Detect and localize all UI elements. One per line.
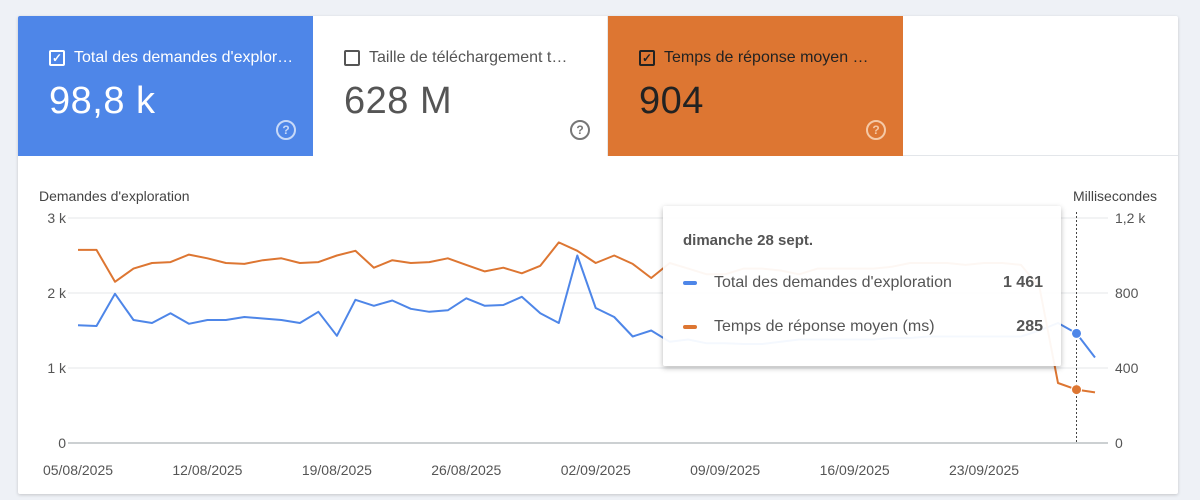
y-left-tick-label: 1 k	[47, 360, 67, 376]
x-tick-label: 09/09/2025	[690, 462, 760, 478]
x-tick-label: 19/08/2025	[302, 462, 372, 478]
metric-cards: ✓ Total des demandes d'explor… 98,8 k ? …	[18, 16, 1178, 156]
series-swatch	[683, 325, 697, 329]
metric-header[interactable]: ✓ Temps de réponse moyen …	[639, 49, 869, 67]
y-right-tick-label: 1,2 k	[1115, 210, 1146, 226]
tooltip-value: 285	[1016, 318, 1043, 335]
metric-value: 628 M	[344, 80, 453, 122]
checkbox-unchecked-icon[interactable]	[344, 50, 360, 66]
chart-area: Demandes d'exploration Millisecondes 0 1 …	[18, 156, 1178, 494]
tooltip-label: Total des demandes d'exploration	[714, 274, 952, 291]
metric-value: 98,8 k	[49, 80, 156, 122]
y-right-tick-label: 0	[1115, 435, 1123, 451]
series-swatch	[683, 281, 697, 285]
metric-header[interactable]: ✓ Total des demandes d'explor…	[49, 49, 293, 67]
metric-response-time[interactable]: ✓ Temps de réponse moyen … 904 ?	[608, 16, 903, 156]
y-right-tick-label: 800	[1115, 285, 1139, 301]
chart-tooltip: dimanche 28 sept. Total des demandes d'e…	[663, 206, 1061, 366]
x-tick-label: 23/09/2025	[949, 462, 1019, 478]
tooltip-value: 1 461	[1002, 274, 1043, 291]
metric-label: Temps de réponse moyen …	[664, 49, 869, 66]
help-icon[interactable]: ?	[866, 120, 886, 140]
highlight-point-0	[1071, 327, 1083, 339]
tooltip-row-response-time: Temps de réponse moyen (ms) 285	[683, 318, 1043, 336]
highlight-point-1	[1071, 384, 1083, 396]
y-left-tick-label: 2 k	[47, 285, 67, 301]
x-tick-label: 12/08/2025	[172, 462, 242, 478]
x-tick-label: 05/08/2025	[43, 462, 113, 478]
y-right-tick-label: 400	[1115, 360, 1139, 376]
metric-header[interactable]: Taille de téléchargement t…	[344, 49, 567, 67]
tooltip-row-requests: Total des demandes d'exploration 1 461	[683, 274, 1043, 292]
tooltip-date: dimanche 28 sept.	[683, 232, 814, 249]
checkbox-checked-icon[interactable]: ✓	[49, 50, 65, 66]
y-axis-left-title: Demandes d'exploration	[39, 188, 190, 204]
y-axis-right-title: Millisecondes	[1072, 188, 1157, 204]
metric-label: Taille de téléchargement t…	[369, 49, 568, 66]
y-left-tick-label: 3 k	[47, 210, 67, 226]
metric-total-requests[interactable]: ✓ Total des demandes d'explor… 98,8 k ?	[18, 16, 313, 156]
line-chart[interactable]: 0 1 k 2 k 3 k 0 400 800 1,2 k 05/08/2025 12/08/20…	[18, 156, 1178, 494]
help-icon[interactable]: ?	[276, 120, 296, 140]
metric-label: Total des demandes d'explor…	[74, 49, 294, 66]
crawl-stats-card: ✓ Total des demandes d'explor… 98,8 k ? …	[18, 16, 1178, 494]
metric-download-size[interactable]: Taille de téléchargement t… 628 M ?	[313, 16, 608, 156]
x-tick-label: 16/09/2025	[820, 462, 890, 478]
x-tick-label: 26/08/2025	[431, 462, 501, 478]
y-left-tick-label: 0	[58, 435, 66, 451]
x-tick-label: 02/09/2025	[561, 462, 631, 478]
tooltip-label: Temps de réponse moyen (ms)	[714, 318, 935, 335]
metric-value: 904	[639, 80, 704, 122]
help-icon[interactable]: ?	[570, 120, 590, 140]
checkbox-checked-icon[interactable]: ✓	[639, 50, 655, 66]
